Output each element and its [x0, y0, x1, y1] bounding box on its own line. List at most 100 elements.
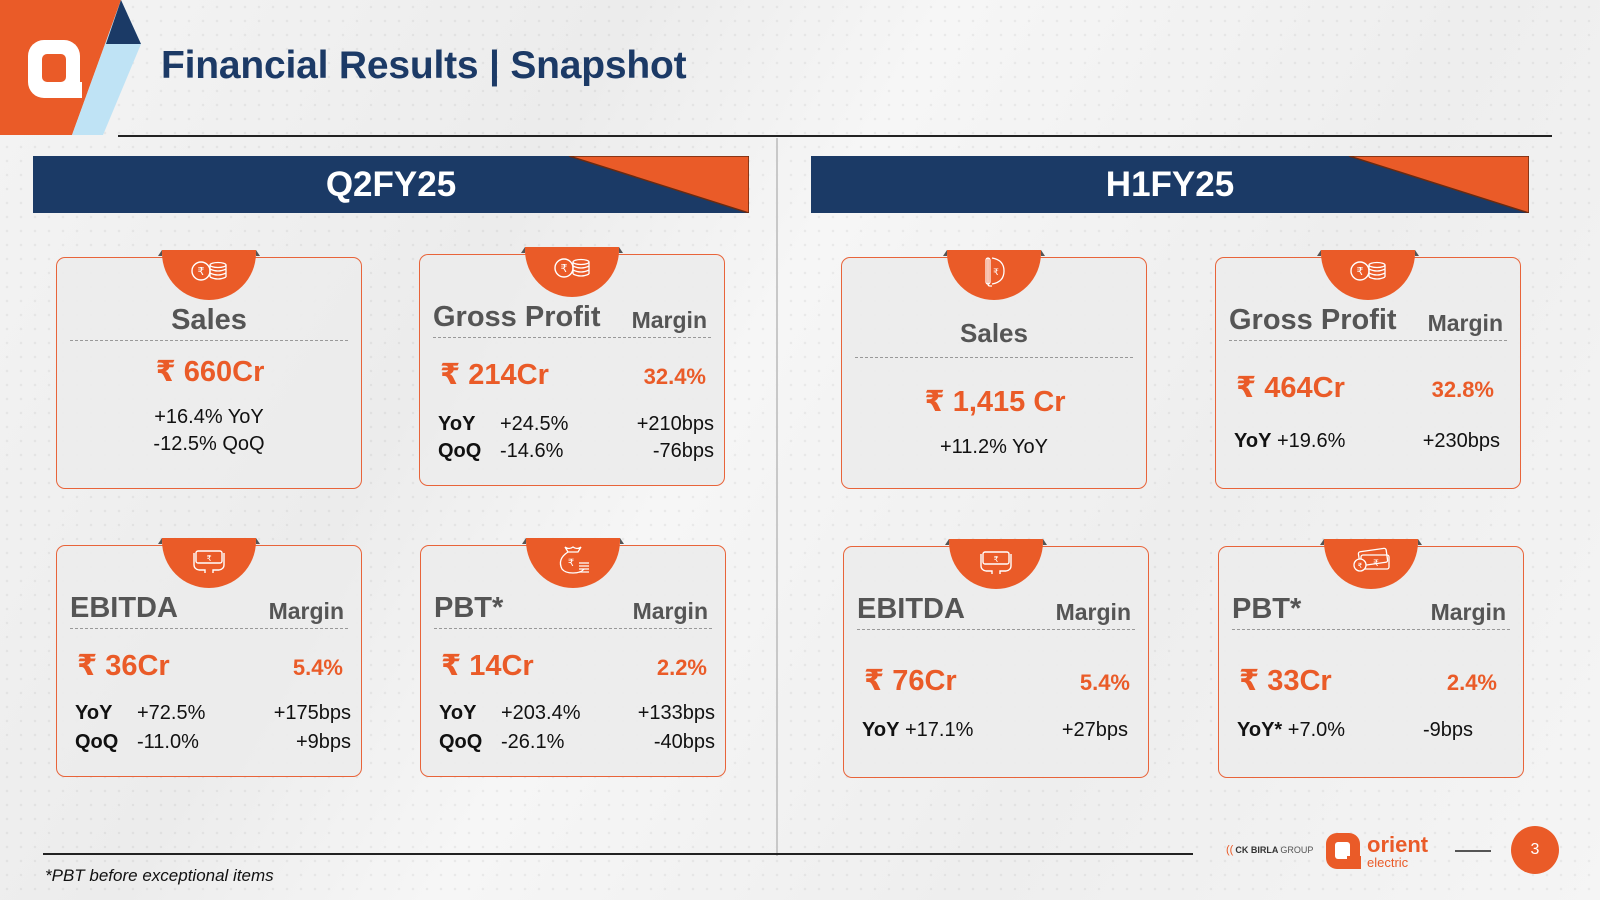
metric-name: EBITDA — [70, 592, 178, 624]
qoq-label: QoQ — [439, 731, 483, 753]
yoy-label: YoY — [1234, 430, 1272, 452]
yoy-margin-change: +27bps — [1061, 719, 1128, 741]
hands-cash-icon — [945, 539, 1047, 589]
yoy-label: YoY — [438, 413, 476, 435]
yoy-margin-change: -9bps — [1422, 719, 1473, 741]
h1-pbt-card: PBT* Margin ₹ 33Cr 2.4% YoY* +7.0% -9bps — [1218, 539, 1524, 778]
change-table: YoY +24.5% +210bps QoQ -14.6% -76bps — [438, 413, 714, 463]
yoy-value: +203.4% — [501, 702, 581, 724]
cash-notes-icon — [1320, 539, 1422, 589]
footnote: *PBT before exceptional items — [45, 866, 274, 885]
yoy-value: +19.6% — [1276, 430, 1346, 452]
yoy-value: +7.0% — [1287, 719, 1346, 741]
yoy-margin-change: +230bps — [1422, 430, 1500, 452]
margin-value: 32.8% — [1431, 377, 1494, 402]
period-label: H1FY25 — [1105, 164, 1235, 204]
card-header: EBITDA Margin — [70, 592, 348, 629]
margin-value: 32.4% — [643, 364, 706, 389]
yoy-change: +11.2% YoY — [939, 436, 1049, 458]
metric-name: PBT* — [434, 592, 504, 624]
margin-label: Margin — [632, 598, 708, 624]
h1fy25-banner: H1FY25 — [811, 156, 1529, 213]
margin-value: 2.2% — [656, 655, 707, 680]
yoy-margin-change: +210bps — [636, 413, 714, 435]
value-row: ₹ 33Cr 2.4% — [1239, 663, 1505, 698]
metric-value: ₹ 1,415 Cr — [924, 386, 1066, 418]
qoq-value: -26.1% — [501, 731, 565, 753]
q2-gross-profit-card: Gross Profit Margin ₹ 214Cr 32.4% YoY +2… — [419, 247, 725, 486]
banner-accent-triangle — [569, 156, 749, 213]
qoq-value: -14.6% — [500, 440, 564, 462]
page-title: Financial Results | Snapshot — [161, 44, 687, 87]
yoy-value: +24.5% — [500, 413, 569, 435]
footer-divider — [43, 853, 1193, 855]
card-header: Gross Profit Margin — [1229, 304, 1507, 341]
value-row: ₹ 660Cr — [77, 354, 343, 389]
metric-name: PBT* — [1232, 593, 1302, 625]
ck-birla-group-logo: (( CK BIRLA GROUP — [1226, 844, 1313, 856]
qoq-label: QoQ — [75, 731, 119, 753]
yoy-row: YoY +17.1% +27bps — [862, 719, 1128, 742]
card-header: PBT* Margin — [1232, 593, 1510, 630]
brand-subname: electric — [1367, 854, 1409, 870]
rupee-hand-icon — [943, 250, 1045, 300]
yoy-value: +72.5% — [137, 702, 206, 724]
metric-value: ₹ 214Cr — [440, 359, 549, 391]
orient-electric-logo: orient electric — [1325, 832, 1428, 870]
yoy-label: YoY — [862, 719, 900, 741]
q2-ebitda-card: EBITDA Margin ₹ 36Cr 5.4% YoY +72.5% +17… — [56, 538, 362, 777]
metric-value: ₹ 76Cr — [864, 665, 957, 697]
margin-value: 2.4% — [1446, 670, 1497, 695]
margin-label: Margin — [1430, 599, 1506, 625]
orient-mark-icon — [1326, 833, 1361, 869]
rupee-coins-icon — [1317, 250, 1419, 300]
card-header: Gross Profit Margin — [433, 301, 711, 338]
period-label: Q2FY25 — [325, 164, 457, 204]
hands-cash-icon — [158, 538, 260, 588]
rupee-coins-icon — [158, 250, 260, 300]
yoy-label: YoY* — [1237, 719, 1283, 741]
qoq-margin-change: -40bps — [653, 731, 715, 753]
metric-name: EBITDA — [857, 593, 965, 625]
margin-label: Margin — [631, 307, 707, 333]
brand-name: orient — [1367, 831, 1429, 857]
margin-label: Margin — [1427, 310, 1503, 336]
rupee-coins-icon — [521, 247, 623, 297]
q2-pbt-card: PBT* Margin ₹ 14Cr 2.2% YoY +203.4% +133… — [420, 538, 726, 777]
value-row: ₹ 464Cr 32.8% — [1236, 370, 1502, 405]
h1-ebitda-card: EBITDA Margin ₹ 76Cr 5.4% YoY +17.1% +27… — [843, 539, 1149, 778]
money-bag-icon — [522, 538, 624, 588]
value-row: ₹ 1,415 Cr — [862, 384, 1128, 419]
orient-logo — [0, 0, 145, 135]
metric-name: Gross Profit — [1229, 304, 1397, 336]
metric-name: Sales — [171, 304, 247, 336]
metric-value: ₹ 33Cr — [1239, 665, 1332, 697]
card-header: PBT* Margin — [434, 592, 712, 629]
value-row: ₹ 76Cr 5.4% — [864, 663, 1130, 698]
margin-value: 5.4% — [292, 655, 343, 680]
margin-label: Margin — [1055, 599, 1131, 625]
page-number: 3 — [1511, 826, 1559, 874]
yoy-label: YoY — [75, 702, 113, 724]
q2-sales-card: Sales ₹ 660Cr +16.4% YoY -12.5% QoQ — [56, 250, 362, 489]
section-divider — [776, 138, 778, 856]
metric-value: ₹ 464Cr — [1236, 372, 1345, 404]
yoy-margin-change: +133bps — [637, 702, 715, 724]
group-brand-light: GROUP — [1280, 845, 1314, 855]
qoq-change: -12.5% QoQ — [153, 433, 265, 455]
card-header: Sales — [855, 318, 1133, 358]
q2fy25-banner: Q2FY25 — [33, 156, 749, 213]
yoy-label: YoY — [439, 702, 477, 724]
metric-name: Gross Profit — [433, 301, 601, 333]
value-row: ₹ 14Cr 2.2% — [441, 648, 707, 683]
yoy-row: YoY +19.6% +230bps — [1234, 430, 1500, 453]
metric-value: ₹ 14Cr — [441, 650, 534, 682]
h1-gross-profit-card: Gross Profit Margin ₹ 464Cr 32.8% YoY +1… — [1215, 250, 1521, 489]
title-divider — [118, 135, 1552, 137]
value-row: ₹ 36Cr 5.4% — [77, 648, 343, 683]
change-table: YoY +72.5% +175bps QoQ -11.0% +9bps — [75, 702, 351, 754]
metric-value: ₹ 660Cr — [155, 356, 265, 388]
value-row: ₹ 214Cr 32.4% — [440, 357, 706, 392]
yoy-margin-change: +175bps — [273, 702, 351, 724]
banner-accent-triangle — [1349, 156, 1529, 213]
